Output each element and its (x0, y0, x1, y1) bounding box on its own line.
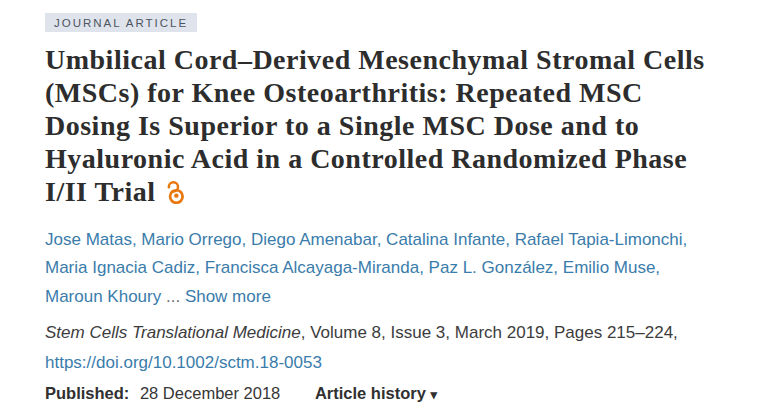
article-history-toggle[interactable]: Article history ▾ (315, 384, 437, 402)
title-line: Hyaluronic Acid in a Controlled Randomiz… (45, 142, 730, 175)
doi-link[interactable]: https://doi.org/10.1002/sctm.18-0053 (45, 353, 322, 372)
doi-line: https://doi.org/10.1002/sctm.18-0053 (45, 353, 730, 373)
journal-article-badge: JOURNAL ARTICLE (45, 13, 197, 32)
badge-label: JOURNAL ARTICLE (54, 17, 188, 29)
title-line: I/II Trial (45, 176, 156, 207)
published-row: Published: 28 December 2018 Article hist… (45, 384, 730, 403)
article-header-page: JOURNAL ARTICLE Umbilical Cord–Derived M… (0, 0, 760, 403)
open-access-icon (165, 179, 186, 204)
title-line: Dosing Is Superior to a Single MSC Dose … (45, 109, 730, 142)
author-list: Jose Matas, Mario Orrego, Diego Amenabar… (45, 226, 717, 311)
citation-details: , Volume 8, Issue 3, March 2019, Pages 2… (301, 323, 678, 342)
title-line: Umbilical Cord–Derived Mesenchymal Strom… (45, 43, 730, 76)
article-history-label: Article history (315, 384, 426, 402)
title-line: (MSCs) for Knee Osteoarthritis: Repeated… (45, 76, 730, 109)
citation-line: Stem Cells Translational Medicine, Volum… (45, 323, 730, 343)
author-names[interactable]: Jose Matas, Mario Orrego, Diego Amenabar… (45, 230, 687, 306)
show-more-button[interactable]: Show more (185, 287, 271, 306)
article-title: Umbilical Cord–Derived Mesenchymal Strom… (45, 43, 730, 208)
published-date: 28 December 2018 (140, 384, 280, 402)
journal-name: Stem Cells Translational Medicine (45, 323, 301, 342)
authors-ellipsis: ... (166, 287, 180, 306)
dropdown-triangle-icon: ▾ (430, 387, 437, 402)
published-label: Published: (45, 384, 129, 402)
